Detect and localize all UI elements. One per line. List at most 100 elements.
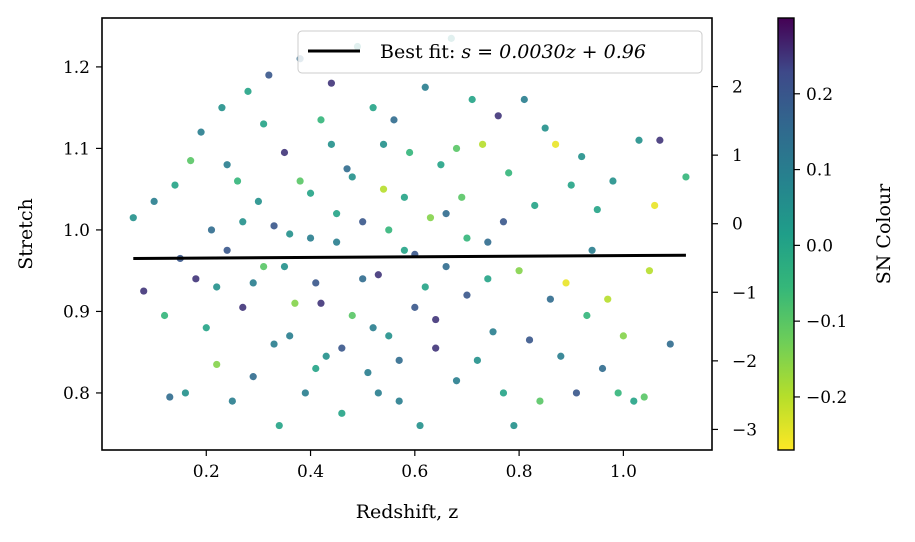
scatter-point	[614, 389, 622, 397]
scatter-point	[369, 104, 377, 112]
colorbar-ticks: −0.2 −0.1 0.0 0.1 0.2	[794, 85, 847, 408]
scatter-point	[525, 336, 534, 344]
y-axis: 0.8 0.9 1.0 1.1 1.2	[63, 58, 102, 404]
scatter-point	[645, 267, 654, 275]
scatter-point	[484, 275, 492, 283]
scatter-point	[557, 352, 565, 360]
scatter-point	[348, 311, 356, 320]
scatter-point	[468, 95, 476, 104]
scatter-point	[327, 140, 336, 148]
scatter-point	[228, 397, 236, 405]
scatter-point	[536, 397, 544, 405]
scatter-point	[260, 120, 268, 128]
scatter-point	[400, 193, 408, 201]
scatter-point	[666, 340, 674, 348]
scatter-point	[484, 238, 492, 246]
scatter-point	[218, 104, 226, 112]
scatter-point	[374, 389, 382, 397]
scatter-point	[499, 389, 508, 397]
scatter-point	[280, 148, 289, 157]
y2-tick-label: 2	[732, 78, 743, 98]
scatter-point	[406, 148, 414, 157]
scatter-point	[338, 409, 346, 417]
scatter-point	[489, 328, 497, 336]
scatter-point	[233, 177, 242, 185]
scatter-point	[515, 267, 523, 275]
scatter-point	[260, 263, 268, 271]
scatter-point	[421, 283, 429, 291]
scatter-point	[333, 210, 341, 218]
scatter-point	[317, 116, 325, 124]
colorbar: −0.2 −0.1 0.0 0.1 0.2 SN Colour	[777, 17, 895, 451]
scatter-point	[213, 283, 221, 291]
scatter-point	[463, 291, 471, 299]
y-tick-label: 0.9	[63, 302, 90, 322]
scatter-point	[411, 303, 419, 311]
scatter-point	[400, 246, 408, 254]
scatter-point	[270, 222, 278, 230]
scatter-point	[432, 315, 440, 324]
x-tick-label: 0.4	[297, 462, 324, 482]
scatter-point	[442, 210, 450, 218]
scatter-point	[296, 177, 304, 185]
scatter-point	[312, 364, 320, 373]
scatter-point	[416, 421, 424, 430]
scatter-point	[348, 173, 356, 181]
x-tick-label: 1.0	[610, 462, 637, 482]
colorbar-tick-label: −0.2	[806, 388, 847, 408]
scatter-point	[588, 246, 596, 254]
scatter-point	[437, 161, 445, 169]
y2-tick-label: −2	[732, 352, 757, 372]
scatter-point	[562, 279, 570, 287]
scatter-point	[583, 311, 591, 320]
fit-line	[133, 253, 686, 260]
y-tick-label: 1.0	[63, 221, 90, 241]
scatter-point	[317, 299, 325, 307]
x-tick-label: 0.8	[506, 462, 533, 482]
scatter-point	[609, 177, 617, 185]
scatter-point	[452, 377, 461, 385]
scatter-point	[463, 234, 471, 242]
scatter-point	[578, 152, 586, 161]
fit-line-layer	[133, 253, 686, 260]
scatter-point	[369, 324, 377, 332]
scatter-point	[499, 218, 508, 226]
scatter-point	[567, 181, 575, 189]
scatter-point	[338, 344, 346, 352]
scatter-point	[202, 324, 210, 332]
scatter-point	[306, 189, 315, 197]
plot-frame	[101, 17, 713, 451]
scatter-point	[640, 393, 648, 401]
scatter-point	[192, 275, 200, 283]
y2-tick-label: 1	[732, 146, 743, 166]
legend-label-prefix: Best fit:	[380, 41, 461, 63]
colorbar-gradient	[777, 17, 795, 451]
scatter-point	[520, 95, 528, 104]
scatter-point	[333, 238, 341, 246]
scatter-point	[286, 332, 294, 340]
colorbar-title: SN Colour	[873, 183, 895, 284]
scatter-point	[395, 356, 403, 364]
scatter-point	[364, 368, 372, 377]
scatter-point	[140, 287, 148, 295]
secondary-y-axis: −3 −2 −1 0 1 2	[712, 78, 757, 440]
scatter-point	[546, 295, 554, 303]
y-axis-title: Stretch	[15, 198, 37, 270]
scatter-point	[478, 140, 487, 148]
legend-entry-best-fit: Best fit: s = 0.0030z + 0.96	[380, 41, 646, 63]
scatter-point	[593, 205, 601, 214]
scatter-point	[426, 214, 435, 222]
scatter-point	[181, 389, 190, 397]
scatter-point	[327, 79, 336, 87]
colorbar-tick-label: −0.1	[806, 312, 847, 332]
scatter-point	[150, 197, 158, 205]
scatter-point	[385, 332, 393, 340]
scatter-point	[207, 226, 216, 234]
y2-tick-label: −1	[732, 283, 757, 303]
scatter-point	[312, 279, 320, 287]
scatter-point	[359, 275, 367, 283]
scatter-point	[265, 71, 273, 79]
scatter-point	[541, 124, 549, 132]
scatter-point	[551, 140, 560, 148]
scatter-point	[244, 87, 252, 95]
